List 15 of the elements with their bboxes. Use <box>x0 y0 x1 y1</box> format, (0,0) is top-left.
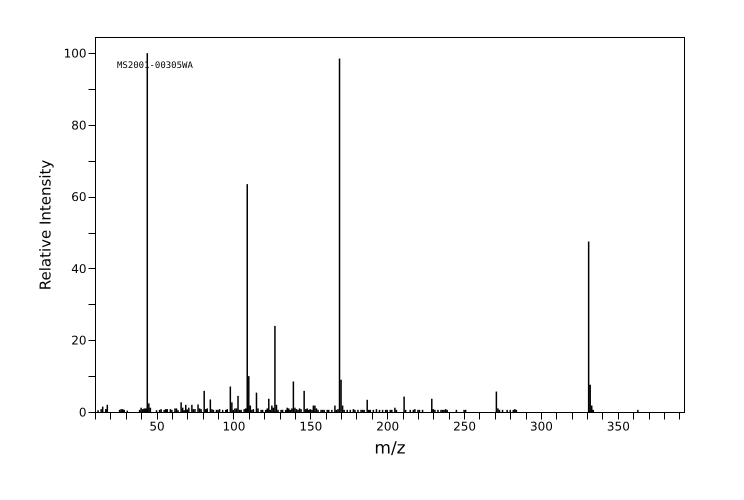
x-tick-label: 350 <box>606 420 630 434</box>
y-tick-label: 100 <box>64 46 86 61</box>
y-tick-label: 40 <box>71 262 86 276</box>
x-tick-label: 200 <box>376 420 400 434</box>
y-axis-title: Relative Intensity <box>36 160 55 290</box>
x-tick-label: 300 <box>530 420 553 434</box>
x-tick-label: 150 <box>299 420 322 434</box>
x-tick-label: 250 <box>453 420 476 434</box>
x-tick-label: 100 <box>222 420 246 434</box>
y-tick-label: 20 <box>71 334 86 348</box>
y-tick-label: 60 <box>71 190 86 204</box>
x-axis-title: m/z <box>374 438 406 458</box>
y-tick-label: 80 <box>71 118 86 132</box>
x-tick-label: 50 <box>149 420 165 434</box>
y-tick-label: 0 <box>78 406 86 420</box>
